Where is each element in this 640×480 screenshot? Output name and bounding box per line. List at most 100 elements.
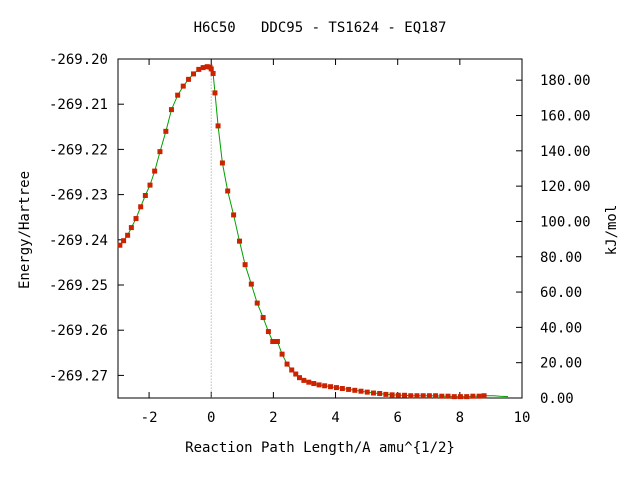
data-point	[186, 76, 192, 82]
y2-tick-label: 20.00	[540, 356, 582, 372]
data-point	[210, 70, 216, 76]
y2-tick-label: 120.00	[540, 179, 591, 195]
y2-tick-label: 140.00	[540, 144, 591, 160]
data-point	[191, 71, 197, 77]
data-point	[333, 385, 339, 391]
data-point	[270, 339, 276, 344]
data-point	[121, 238, 127, 244]
plot-area: -2 0 2 4 6 8 10 -269.20 -269.21 -269.22 -269.23 -26…	[49, 52, 591, 426]
data-point	[296, 375, 302, 381]
data-point	[219, 160, 225, 166]
data-point	[208, 66, 214, 72]
data-point	[138, 204, 144, 210]
data-point	[402, 392, 408, 398]
x-tick-label: 8	[456, 410, 464, 426]
chart-title: H6C50 DDC95 - TS1624 - EQ187	[194, 20, 447, 36]
x-tick-label: 2	[269, 410, 277, 426]
data-point	[426, 393, 432, 399]
data-point	[439, 393, 445, 399]
data-point	[481, 393, 487, 399]
y-tick-label: -269.25	[49, 278, 108, 294]
data-point	[204, 64, 210, 70]
data-point	[470, 393, 476, 399]
data-point	[163, 128, 169, 134]
data-point	[265, 329, 271, 335]
data-point	[457, 394, 463, 400]
data-point	[389, 392, 395, 398]
y-tick-label: -269.22	[49, 142, 108, 158]
data-point	[248, 281, 254, 287]
data-point	[346, 386, 352, 392]
data-point	[476, 393, 482, 399]
data-point	[377, 390, 383, 396]
x-tick-label: 4	[331, 410, 339, 426]
data-point	[125, 232, 131, 238]
data-point	[383, 391, 389, 397]
data-point	[147, 182, 153, 188]
data-point	[274, 339, 280, 344]
y-tick-label: -269.26	[49, 323, 108, 339]
data-point	[358, 388, 364, 394]
data-point	[279, 351, 285, 357]
data-point	[316, 382, 322, 388]
data-point	[370, 390, 376, 396]
y-tick-label: -269.20	[49, 52, 108, 68]
y2-tick-label: 0.00	[540, 391, 574, 407]
data-point	[464, 394, 470, 400]
data-point	[231, 212, 237, 218]
data-point	[175, 92, 181, 98]
data-point	[414, 393, 420, 399]
y2-tick-label: 180.00	[540, 73, 591, 89]
data-point	[284, 361, 290, 367]
series-line	[119, 66, 509, 398]
data-point	[364, 389, 370, 395]
x-axis-label: Reaction Path Length/A amu^{1/2}	[185, 440, 455, 456]
data-point	[152, 168, 158, 174]
data-point	[260, 315, 266, 321]
data-point	[142, 193, 148, 199]
data-point	[157, 149, 163, 155]
data-point	[168, 107, 174, 113]
y2-tick-label: 80.00	[540, 250, 582, 266]
data-point	[180, 83, 186, 89]
x-tick-label: 10	[514, 410, 531, 426]
data-point	[289, 367, 295, 373]
y2-tick-label: 40.00	[540, 320, 582, 336]
data-point	[293, 371, 299, 377]
data-point	[445, 393, 451, 399]
data-point	[215, 123, 221, 129]
data-point	[242, 262, 248, 268]
data-point	[254, 300, 260, 306]
y-tick-label: -269.27	[49, 368, 108, 384]
y2-tick-label: 60.00	[540, 285, 582, 301]
plot-frame	[117, 58, 523, 399]
data-point	[395, 392, 401, 398]
data-point	[352, 387, 358, 393]
data-point	[200, 65, 206, 71]
data-point	[311, 381, 317, 387]
data-point	[128, 225, 134, 231]
data-point	[301, 377, 307, 383]
x-tick-label: -2	[141, 410, 158, 426]
data-point	[408, 393, 414, 399]
data-point	[433, 393, 439, 399]
data-point	[306, 379, 312, 385]
data-point	[133, 216, 139, 222]
data-point	[117, 242, 123, 248]
data-point	[212, 90, 218, 96]
y-axis-label: Energy/Hartree	[17, 171, 33, 289]
y2-tick-label: 100.00	[540, 214, 591, 230]
data-point	[225, 188, 231, 194]
y-tick-label: -269.21	[49, 97, 108, 113]
y-tick-label: -269.24	[49, 233, 108, 249]
data-point	[237, 238, 243, 244]
data-point	[196, 66, 202, 72]
y2-axis-label: kJ/mol	[604, 205, 620, 256]
y2-tick-label: 160.00	[540, 109, 591, 125]
data-point	[451, 394, 457, 400]
data-point	[328, 384, 334, 390]
data-point	[420, 393, 426, 399]
data-point	[339, 386, 345, 392]
x-tick-label: 0	[207, 410, 215, 426]
